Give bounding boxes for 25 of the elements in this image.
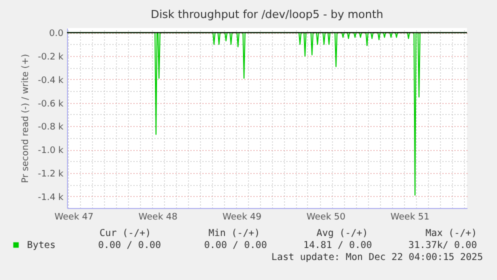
text: 0.00 / 0.00 — [98, 240, 162, 251]
y-tick-label: 0.0 — [49, 29, 64, 40]
text: Avg (-/+) — [316, 228, 368, 239]
y-tick-label: -1.4 k — [38, 192, 64, 203]
text: Cur (-/+) — [100, 228, 151, 239]
legend-label: Bytes — [27, 240, 56, 251]
y-tick-label: -1.2 k — [38, 169, 64, 180]
x-tick-label: Week 49 — [222, 212, 262, 222]
y-tick-label: -0.8 k — [38, 122, 64, 133]
y-tick-label: -0.6 k — [38, 99, 64, 110]
text: 31.37k/ 0.00 — [408, 240, 478, 251]
text: Min (-/+) — [208, 228, 260, 239]
x-tick-label: Week 50 — [306, 212, 346, 222]
text: 0.00 / 0.00 — [204, 240, 268, 251]
y-tick-label: -0.2 k — [38, 52, 64, 63]
chart-title: Disk throughput for /dev/loop5 - by month — [150, 8, 384, 21]
x-tick-label: Week 47 — [54, 212, 94, 222]
y-axis-title: Pr second read (-) / write (+) — [20, 54, 31, 183]
x-tick-label: Week 48 — [138, 212, 178, 222]
x-tick-label: Week 51 — [390, 212, 430, 222]
text: Max (-/+) — [426, 228, 477, 239]
text: 14.81 / 0.00 — [303, 240, 372, 251]
y-tick-label: -0.4 k — [38, 76, 64, 86]
text: Last update: Mon Dec 22 04:00:15 2025 — [271, 252, 483, 263]
y-tick-label: -1.0 k — [38, 146, 64, 156]
